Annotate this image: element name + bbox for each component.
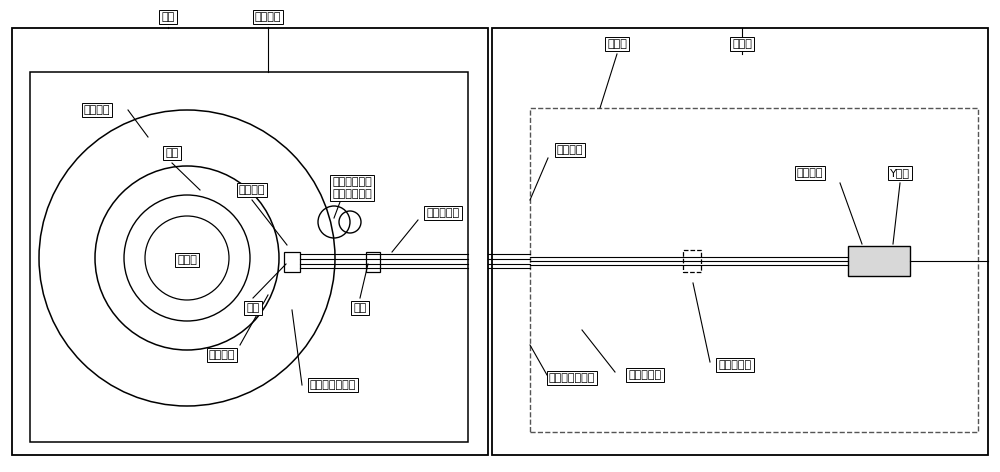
Text: 尾纤: 尾纤 — [165, 148, 179, 158]
Text: 光纤环: 光纤环 — [177, 255, 197, 265]
Text: 磁屏蔽罩出纤口: 磁屏蔽罩出纤口 — [310, 380, 356, 390]
Text: 防风盖: 防风盖 — [607, 39, 627, 49]
Text: 测试台: 测试台 — [732, 39, 752, 49]
Text: 隔振工装出纤槽: 隔振工装出纤槽 — [549, 373, 595, 383]
Text: 光纤套管: 光纤套管 — [557, 145, 583, 155]
Text: 贴胶带处: 贴胶带处 — [239, 185, 265, 195]
Text: 磁屏蔽罩: 磁屏蔽罩 — [84, 105, 110, 115]
Text: Y波导: Y波导 — [890, 168, 910, 178]
Text: 温筱出纤口: 温筱出纤口 — [426, 208, 460, 218]
Text: 波导尾纤: 波导尾纤 — [797, 168, 823, 178]
Text: 胶带: 胶带 — [353, 303, 367, 313]
Text: 隔振工装: 隔振工装 — [255, 12, 281, 22]
Text: 光纤环尾纤: 光纤环尾纤 — [628, 370, 662, 380]
Text: 温筱: 温筱 — [161, 12, 175, 22]
Text: 胶带: 胶带 — [246, 303, 260, 313]
Text: 一端长出的尾
纤：盘成小圈: 一端长出的尾 纤：盘成小圈 — [332, 177, 372, 199]
Text: 贴胶带处: 贴胶带处 — [209, 350, 235, 360]
Text: 光纤燔接点: 光纤燔接点 — [718, 360, 752, 370]
Polygon shape — [848, 246, 910, 276]
